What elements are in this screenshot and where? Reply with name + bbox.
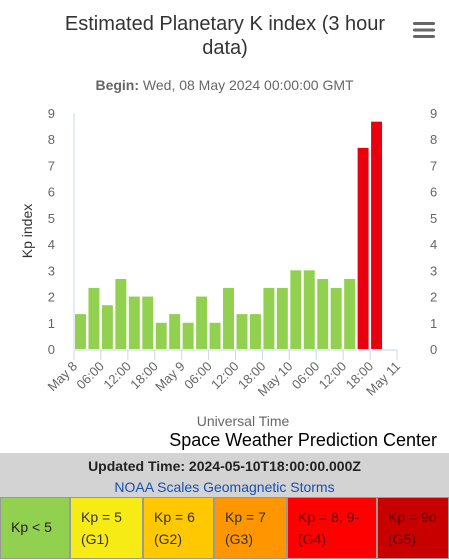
y2-tick-label: 4	[430, 237, 437, 252]
bar	[155, 322, 167, 349]
bar	[344, 278, 356, 349]
x-tick-label: May 8	[44, 359, 80, 395]
bar	[101, 305, 113, 349]
subtitle-text: Wed, 08 May 2024 00:00:00 GMT	[142, 77, 354, 93]
legend-level: (G2)	[154, 531, 182, 547]
legend-item: Kp < 5	[0, 497, 70, 559]
x-tick-label: May 9	[152, 359, 188, 395]
y2-tick-label: 3	[430, 263, 437, 278]
legend-label: Kp = 9o	[388, 509, 437, 525]
y-tick-label: 7	[48, 158, 55, 173]
legend-level: (G3)	[225, 531, 253, 547]
subtitle: Begin: Wed, 08 May 2024 00:00:00 GMT	[0, 77, 449, 93]
bar	[88, 287, 100, 349]
x-tick-label: 06:00	[289, 359, 323, 393]
x-tick-label: 06:00	[181, 359, 215, 393]
scales-link[interactable]: NOAA Scales Geomagnetic Storms	[114, 479, 335, 495]
updated-time: Updated Time: 2024-05-10T18:00:00.000Z	[88, 458, 361, 474]
bar	[223, 287, 234, 349]
subtitle-label: Begin:	[95, 77, 140, 93]
x-tick-label: 12:00	[208, 359, 242, 393]
chart-title: Estimated Planetary K index (3 hour data…	[64, 13, 386, 59]
bar	[128, 296, 140, 349]
legend-label: Kp = 6	[154, 509, 195, 525]
x-axis-title: Universal Time	[197, 413, 290, 429]
bar	[290, 270, 302, 349]
y2-tick-label: 5	[430, 211, 437, 226]
x-tick-label: 12:00	[316, 359, 350, 393]
credit: Space Weather Prediction Center	[169, 430, 437, 450]
chart: Kp index Universal Time 0 1 2 3 4 5 6 7 8 9 0 1 2 3 4 5…	[19, 106, 437, 429]
y2-tick-label: 6	[430, 185, 437, 200]
y-tick-label: 9	[48, 106, 55, 121]
legend-item: Kp = 7 (G3)	[214, 497, 287, 559]
legend-label: Kp = 7	[225, 509, 266, 525]
y-tick-label: 4	[48, 237, 55, 252]
bar	[196, 296, 208, 349]
y-tick-label: 0	[48, 342, 55, 357]
y2-tick-label: 0	[430, 342, 437, 357]
y2-tick-label: 8	[430, 132, 437, 147]
menu-button[interactable]	[412, 20, 436, 40]
x-tick-label: 12:00	[100, 359, 134, 393]
scale-legend: Kp < 5 Kp = 5 (G1) Kp = 6 (G2) Kp = 7 (G3) Kp =…	[0, 497, 449, 559]
bar	[142, 296, 154, 349]
x-tick-label: 06:00	[73, 359, 107, 393]
legend-item: Kp = 9o (G5)	[377, 497, 449, 559]
legend-level: (G1)	[81, 531, 109, 547]
bar	[182, 322, 194, 349]
y-tick-label: 5	[48, 211, 55, 226]
bar	[115, 278, 127, 349]
bar	[169, 314, 181, 349]
y-axis-title: Kp index	[19, 204, 35, 258]
legend-label: Kp = 8, 9-	[298, 509, 360, 525]
legend-item: Kp = 5 (G1)	[70, 497, 143, 559]
y2-tick-label: 1	[430, 316, 437, 331]
bar	[249, 314, 261, 349]
bar	[276, 287, 288, 349]
legend-level: (G4)	[298, 531, 326, 547]
y2-tick-label: 7	[430, 158, 437, 173]
legend-label: Kp < 5	[11, 519, 52, 535]
y-tick-label: 6	[48, 185, 55, 200]
bar	[330, 287, 342, 349]
bar	[209, 322, 221, 349]
legend-level: (G5)	[388, 531, 416, 547]
legend-item: Kp = 6 (G2)	[143, 497, 214, 559]
bar	[371, 121, 383, 349]
bar	[236, 314, 248, 349]
bar	[75, 314, 86, 349]
y-tick-label: 1	[48, 316, 55, 331]
info-band: Updated Time: 2024-05-10T18:00:00.000Z N…	[0, 453, 449, 497]
y2-tick-label: 2	[430, 290, 437, 305]
y-tick-label: 8	[48, 132, 55, 147]
y-tick-label: 2	[48, 290, 55, 305]
bar	[303, 270, 315, 349]
legend-item: Kp = 8, 9- (G4)	[287, 497, 377, 559]
bar	[263, 287, 275, 349]
bar	[357, 147, 369, 349]
y-tick-label: 3	[48, 263, 55, 278]
y2-tick-label: 9	[430, 106, 437, 121]
legend-label: Kp = 5	[81, 509, 122, 525]
bar	[317, 278, 329, 349]
